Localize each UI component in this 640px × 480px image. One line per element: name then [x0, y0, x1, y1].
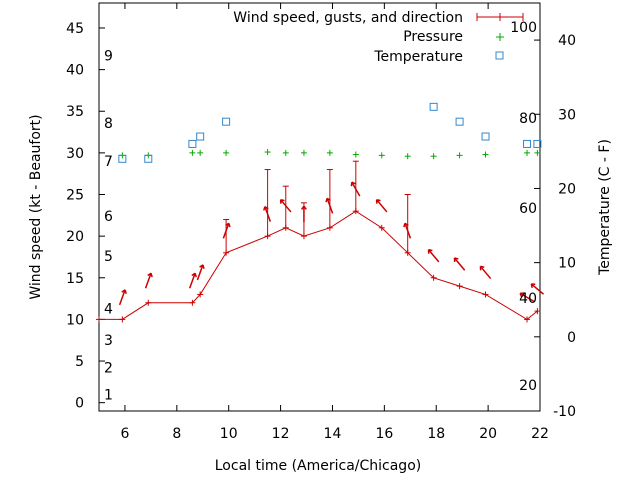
legend-swatch-pressure — [496, 33, 504, 41]
temperature-point — [188, 139, 197, 148]
y2-tick-label: -10 — [553, 404, 576, 420]
temperature-point — [481, 132, 490, 141]
temperature-point — [533, 139, 542, 148]
x-tick-label: 22 — [531, 426, 549, 442]
y-axis-label: Wind speed (kt - Beaufort) — [28, 114, 44, 299]
wind-direction-arrow — [326, 198, 334, 214]
wind-direction-arrow — [144, 272, 152, 289]
beaufort-label: 5 — [104, 249, 113, 265]
temperature-point — [429, 102, 438, 111]
x-tick-label: 20 — [479, 426, 497, 442]
wind-direction-arrowhead — [519, 293, 523, 298]
wind-direction-arrow — [222, 223, 230, 239]
y-tick-label: 30 — [66, 146, 84, 162]
legend: Wind speed, gusts, and direction Pressur… — [233, 10, 524, 65]
wind-direction-arrow — [118, 289, 126, 306]
wind-direction-arrowhead — [530, 283, 533, 289]
wind-direction-arrow — [188, 272, 196, 289]
x-axis-label: Local time (America/Chicago) — [215, 458, 421, 474]
x-tick-label: 16 — [375, 426, 393, 442]
series-layer — [96, 102, 545, 323]
wind-direction-arrow — [376, 199, 388, 213]
wind-direction-arrowhead — [147, 272, 152, 277]
x-tick-label: 18 — [427, 426, 445, 442]
temperature-point — [455, 117, 464, 126]
y-tick-label: 20 — [66, 229, 84, 245]
x-tick-label: 6 — [120, 426, 129, 442]
y2-tick-label: 20 — [558, 181, 576, 197]
temperature-point — [523, 139, 532, 148]
y-tick-label: 15 — [66, 271, 84, 287]
wind-direction-arrow — [196, 264, 204, 281]
wind-direction-arrowhead — [191, 272, 196, 277]
wind-direction-arrow — [404, 223, 412, 239]
temperature-point — [144, 154, 153, 163]
plot-frame-layer — [98, 2, 541, 412]
beaufort-label: 1 — [104, 387, 113, 403]
legend-swatch-temperature — [495, 51, 504, 60]
wind-direction-arrow — [530, 283, 545, 295]
y-tick-label: 45 — [66, 21, 84, 37]
y2-tick-label: 30 — [558, 107, 576, 123]
wind-direction-arrowhead — [300, 205, 305, 210]
legend-label-temperature: Temperature — [373, 49, 463, 65]
wind-direction-arrowhead — [325, 198, 328, 203]
wind-direction-arrow — [280, 199, 292, 213]
y-tick-label: 5 — [75, 354, 84, 370]
y-tick-label: 25 — [66, 188, 84, 204]
fahrenheit-label: 40 — [519, 291, 537, 307]
fahrenheit-label: 60 — [519, 201, 537, 217]
beaufort-label: 6 — [104, 209, 113, 225]
x-tick-label: 10 — [220, 426, 238, 442]
fahrenheit-label: 80 — [519, 111, 537, 127]
y-tick-label: 40 — [66, 63, 84, 79]
y-tick-label: 10 — [66, 312, 84, 328]
wind-direction-arrowhead — [225, 222, 230, 227]
y2-axis-label: Temperature (C - F) — [597, 139, 613, 276]
beaufort-label: 3 — [104, 333, 113, 349]
wind-direction-arrowhead — [263, 206, 266, 211]
wind-direction-arrow — [519, 292, 535, 303]
beaufort-label: 4 — [104, 302, 113, 318]
y-tick-label: 0 — [75, 396, 84, 412]
beaufort-label: 2 — [104, 361, 113, 377]
y2-tick-label: 0 — [567, 330, 576, 346]
wind-direction-arrow — [453, 257, 466, 271]
y2-tick-label: 10 — [558, 256, 576, 272]
temperature-point — [222, 117, 231, 126]
y-tick-label: 35 — [66, 104, 84, 120]
wind-direction-arrowhead — [121, 289, 126, 293]
annotation-layer: 1 2 3 4 5 6 7 8 9 20 40 60 80 100 — [104, 20, 537, 403]
wind-speed-line — [99, 210, 538, 321]
wind-direction-arrow — [351, 181, 361, 197]
fahrenheit-label: 20 — [519, 378, 537, 394]
wind-direction-arrowhead — [199, 264, 204, 268]
y2-tick-label: 40 — [558, 33, 576, 49]
beaufort-label: 9 — [104, 48, 113, 64]
wind-direction-arrow — [264, 206, 272, 222]
wind-direction-arrow — [479, 265, 492, 280]
wind-direction-arrow — [427, 249, 440, 263]
fahrenheit-label: 100 — [510, 20, 537, 36]
axis-ticks-layer: 6 8 10 12 14 16 18 20 22051015202530354045-10010… — [66, 3, 576, 442]
x-tick-label: 12 — [272, 426, 290, 442]
temperature-point — [196, 132, 205, 141]
x-tick-label: 14 — [324, 426, 342, 442]
wind-direction-arrowhead — [403, 223, 406, 228]
legend-label-wind: Wind speed, gusts, and direction — [233, 10, 463, 26]
beaufort-label: 7 — [104, 154, 113, 170]
legend-label-pressure: Pressure — [403, 29, 463, 45]
x-tick-label: 8 — [172, 426, 181, 442]
plot-frame — [98, 2, 541, 412]
temperature-point — [118, 154, 127, 163]
beaufort-label: 8 — [104, 116, 113, 132]
